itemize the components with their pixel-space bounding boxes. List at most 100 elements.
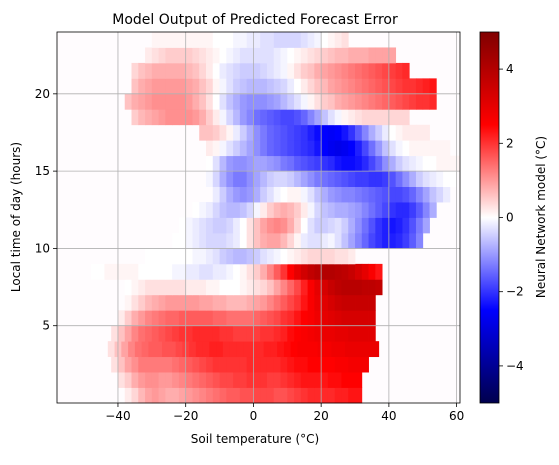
heatmap-cell <box>253 372 261 388</box>
heatmap-cell <box>307 140 315 157</box>
heatmap-cell <box>436 140 444 157</box>
heatmap-cell <box>185 62 193 79</box>
heatmap-cell <box>355 124 363 141</box>
heatmap-cell <box>280 310 288 327</box>
heatmap-cell <box>321 202 329 218</box>
heatmap-cell <box>273 32 281 48</box>
heatmap-cell <box>219 217 227 234</box>
heatmap-cell <box>375 62 383 79</box>
heatmap-cell <box>348 263 356 280</box>
heatmap-cell <box>233 387 241 404</box>
heatmap-cell <box>206 78 214 95</box>
heatmap-cell <box>239 62 248 79</box>
heatmap-cell <box>219 279 227 296</box>
heatmap-cell <box>206 202 214 218</box>
heatmap-cell <box>361 263 369 280</box>
heatmap-cell <box>300 372 308 388</box>
heatmap-cell <box>151 93 159 110</box>
heatmap-cell <box>172 62 180 79</box>
heatmap-cell <box>260 47 268 64</box>
heatmap-cell <box>280 186 288 203</box>
heatmap-cell <box>273 372 281 388</box>
heatmap-cell <box>436 171 444 187</box>
heatmap-cell <box>266 186 275 203</box>
heatmap-cell <box>382 202 390 218</box>
heatmap-cell <box>294 171 302 187</box>
heatmap-cell <box>280 109 288 126</box>
heatmap-cell <box>429 155 437 172</box>
heatmap-cell <box>178 47 187 64</box>
colorbar-tick-label: 2 <box>506 136 514 150</box>
heatmap-cell <box>138 62 146 79</box>
heatmap-cell <box>294 47 302 64</box>
heatmap-cell <box>246 47 254 64</box>
heatmap-cell <box>219 294 227 311</box>
heatmap-cell <box>300 155 308 172</box>
heatmap-cell <box>131 387 139 404</box>
heatmap-cell <box>260 279 268 296</box>
heatmap-cell <box>219 248 227 265</box>
heatmap-cell <box>253 263 261 280</box>
heatmap-cell <box>375 202 383 218</box>
heatmap-cell <box>233 310 241 327</box>
heatmap-cell <box>260 62 268 79</box>
heatmap-cell <box>168 341 176 358</box>
heatmap-cell <box>287 279 295 296</box>
y-axis-label: Local time of day (hours) <box>9 142 23 292</box>
heatmap-cell <box>199 32 207 48</box>
heatmap-cell <box>178 62 187 79</box>
heatmap-cell <box>226 32 234 48</box>
heatmap-cell <box>300 325 308 342</box>
heatmap-cell <box>219 155 227 172</box>
heatmap-cell <box>239 325 248 342</box>
heatmap-cell <box>165 93 173 110</box>
heatmap-cell <box>151 62 159 79</box>
heatmap-cell <box>429 140 437 157</box>
heatmap-cell <box>355 93 363 110</box>
heatmap-cell <box>422 140 430 157</box>
heatmap-cell <box>300 109 308 126</box>
heatmap-cell <box>206 325 214 342</box>
heatmap-cell <box>219 202 227 218</box>
heatmap-cell <box>192 232 200 249</box>
heatmap-cell <box>355 263 363 280</box>
heatmap-cell <box>314 62 322 79</box>
heatmap-cell <box>280 202 288 218</box>
heatmap-cell <box>165 294 173 311</box>
heatmap-cell <box>273 310 281 327</box>
heatmap-cell <box>402 202 410 218</box>
heatmap-cell <box>382 171 390 187</box>
heatmap-cell <box>253 294 261 311</box>
heatmap-cell <box>145 248 153 265</box>
heatmap-cell <box>266 32 275 48</box>
heatmap-cell <box>341 310 349 327</box>
heatmap-cell <box>361 140 369 157</box>
heatmap-cell <box>131 356 139 373</box>
heatmap-cell <box>321 109 329 126</box>
heatmap-cell <box>334 217 342 234</box>
heatmap-cell <box>334 387 342 404</box>
heatmap-cell <box>402 124 410 141</box>
heatmap-cell <box>111 356 119 373</box>
heatmap-cell <box>253 109 261 126</box>
heatmap-cell <box>260 32 268 48</box>
heatmap-cell <box>341 387 349 404</box>
heatmap-cell <box>199 325 207 342</box>
heatmap-cell <box>145 294 153 311</box>
heatmap-cell <box>253 47 261 64</box>
heatmap-cell <box>334 171 342 187</box>
heatmap-cell <box>226 93 234 110</box>
heatmap-cell <box>185 372 193 388</box>
heatmap-cell <box>388 232 397 249</box>
heatmap-cell <box>314 248 322 265</box>
heatmap-cell <box>382 140 390 157</box>
heatmap-cell <box>314 356 322 373</box>
heatmap-cell <box>192 356 200 373</box>
heatmap-cell <box>246 202 254 218</box>
heatmap-cell <box>300 62 308 79</box>
heatmap-cell <box>355 279 363 296</box>
heatmap-cell <box>294 294 302 311</box>
heatmap-cell <box>226 140 234 157</box>
heatmap-cell <box>402 109 410 126</box>
